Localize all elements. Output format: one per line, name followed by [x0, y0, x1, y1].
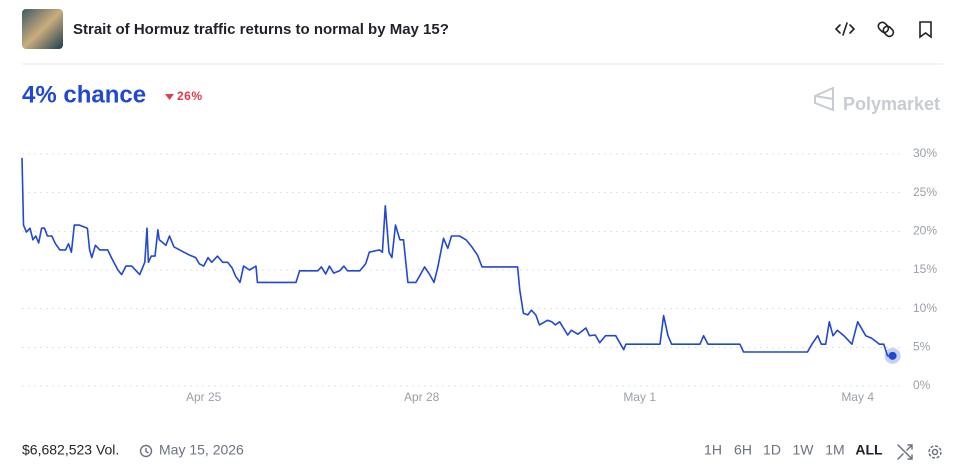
- timeframe-button[interactable]: 6H: [734, 442, 752, 458]
- timeframe-button[interactable]: 1H: [704, 442, 722, 458]
- timeframe-button[interactable]: 1D: [763, 442, 781, 458]
- current-point: [888, 351, 897, 360]
- volume: $6,682,523 Vol.: [22, 442, 119, 458]
- end-date: May 15, 2026: [159, 442, 244, 458]
- settings-button[interactable]: [928, 445, 942, 459]
- chance-headline: 4% chance: [22, 81, 146, 108]
- market-title: Strait of Hormuz traffic returns to norm…: [73, 21, 449, 38]
- y-tick-label: 15%: [913, 262, 937, 276]
- timeframe-button[interactable]: 1W: [793, 442, 815, 458]
- timeframe-button[interactable]: ALL: [855, 442, 883, 458]
- compare-button[interactable]: [897, 444, 913, 460]
- change-icon: [165, 94, 174, 100]
- market-thumbnail: [22, 9, 63, 49]
- y-tick-label: 30%: [913, 146, 937, 160]
- brand-name: Polymarket: [843, 94, 940, 114]
- clock-icon: [139, 444, 153, 458]
- y-tick-label: 5%: [913, 340, 931, 354]
- timeframe-selector: 1H 6H 1D 1W 1M ALL: [704, 442, 883, 458]
- embed-button[interactable]: [834, 22, 856, 36]
- brand-logo: [814, 86, 834, 112]
- x-tick-label: Apr 28: [404, 390, 440, 404]
- x-tick-label: May 1: [623, 390, 656, 404]
- y-tick-label: 25%: [913, 185, 937, 199]
- price-line: [21, 157, 893, 357]
- x-tick-label: Apr 25: [186, 390, 222, 404]
- price-chart: 0% 5% 10% 15% 20% 25% 30% Apr 25 Apr 28 May 1 May …: [21, 146, 937, 404]
- link-button[interactable]: [877, 21, 895, 38]
- bookmark-button[interactable]: [919, 21, 932, 39]
- y-tick-label: 20%: [913, 224, 937, 238]
- timeframe-button[interactable]: 1M: [825, 442, 844, 458]
- x-tick-label: May 4: [841, 390, 874, 404]
- y-tick-label: 0%: [913, 378, 931, 392]
- change-value: 26%: [177, 89, 203, 103]
- y-tick-label: 10%: [913, 301, 937, 315]
